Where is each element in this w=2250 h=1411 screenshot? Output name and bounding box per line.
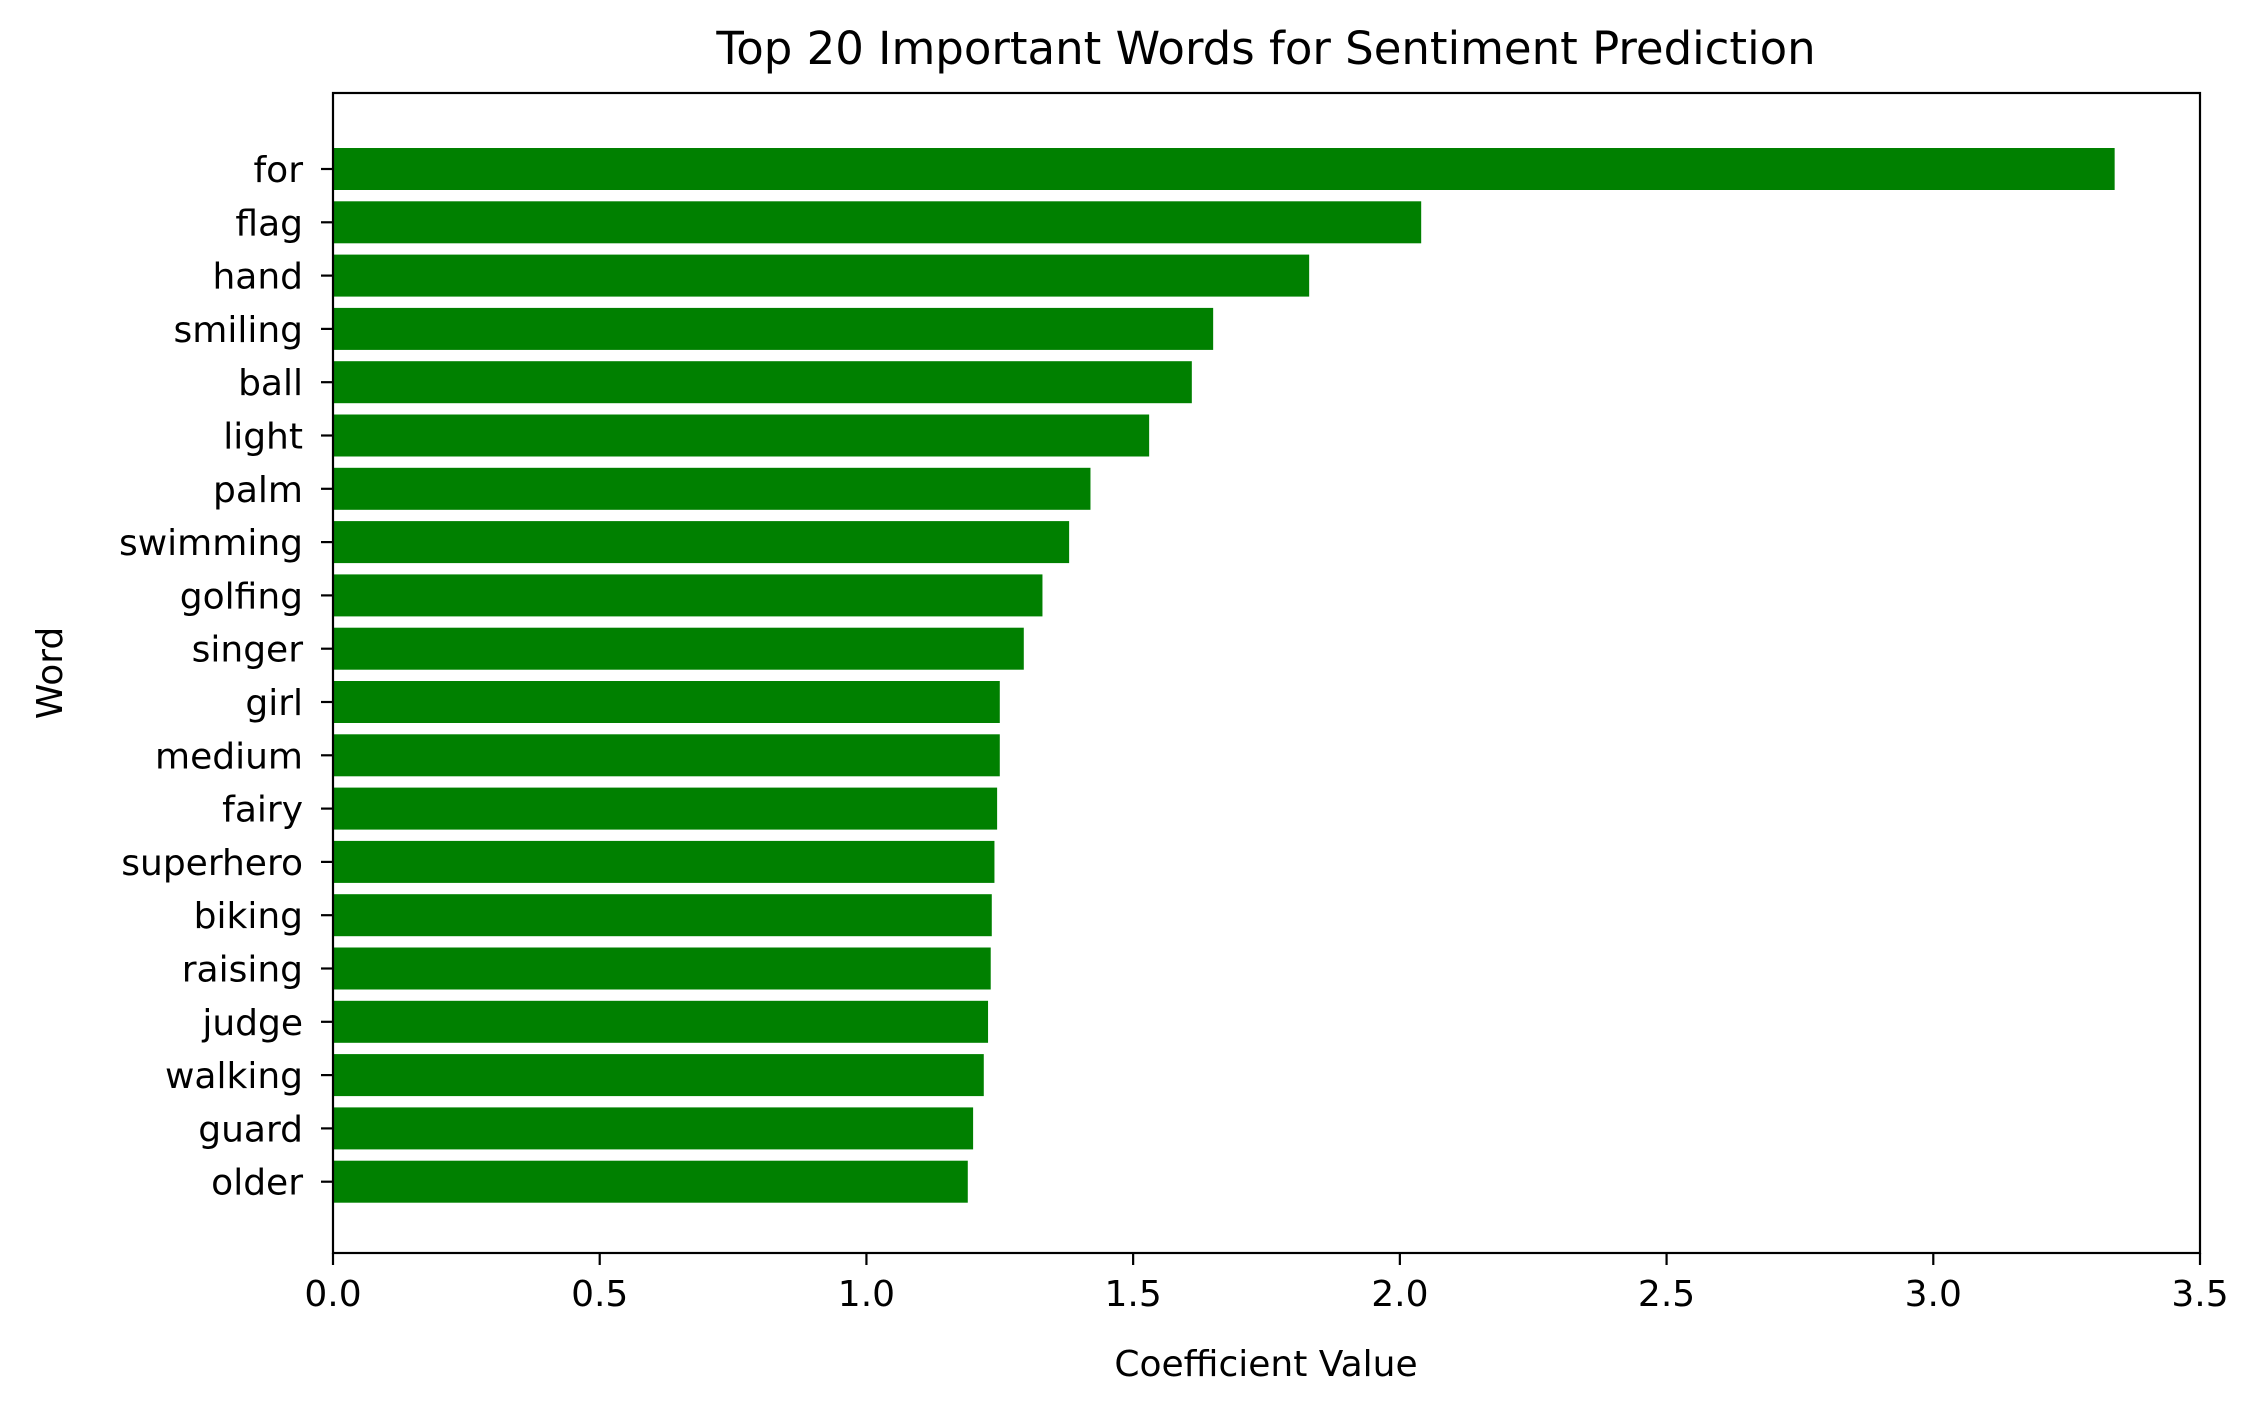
bars-layer (333, 148, 2115, 1203)
y-tick-label: golfing (180, 576, 303, 617)
x-tick-label: 3.0 (1905, 1274, 1962, 1315)
bar (333, 734, 1000, 777)
x-tick-label: 1.0 (838, 1274, 895, 1315)
bar (333, 148, 2115, 190)
bar (333, 1160, 968, 1203)
y-tick-label: flag (235, 203, 303, 244)
y-tick-label: ball (238, 363, 303, 404)
x-tick-label: 2.0 (1371, 1274, 1428, 1315)
y-axis-ticks: for flag hand smiling ball light palm swimming g… (119, 150, 333, 1204)
y-tick-label: palm (213, 470, 303, 511)
y-tick-label: walking (165, 1056, 303, 1097)
plot-frame (331, 91, 2202, 1255)
bar (333, 1107, 974, 1150)
bar (333, 254, 1310, 297)
bar (333, 1054, 984, 1097)
bar (333, 521, 1070, 564)
y-tick-label: smiling (174, 310, 304, 351)
bar (333, 467, 1091, 510)
x-tick-label: 1.5 (1105, 1274, 1162, 1315)
bar (333, 894, 992, 937)
x-tick-label: 0.5 (571, 1274, 628, 1315)
bar (333, 414, 1150, 457)
y-axis-label: Word (30, 627, 71, 720)
y-tick-label: for (254, 150, 304, 191)
y-tick-label: swimming (119, 523, 303, 564)
x-tick-label: 0.0 (304, 1274, 361, 1315)
bar (333, 681, 1000, 723)
y-tick-label: hand (212, 257, 303, 298)
bar (333, 1000, 989, 1043)
bar (333, 840, 995, 883)
y-tick-label: guard (198, 1109, 303, 1150)
x-axis-label: Coefficient Value (1114, 1344, 1417, 1385)
y-tick-label: light (223, 417, 303, 458)
chart-title: Top 20 Important Words for Sentiment Pre… (715, 22, 1815, 75)
x-tick-label: 2.5 (1638, 1274, 1695, 1315)
y-tick-label: raising (182, 950, 303, 991)
y-tick-label: biking (194, 896, 303, 937)
y-tick-label: singer (192, 630, 304, 671)
y-tick-label: judge (201, 1003, 303, 1044)
bar (333, 361, 1192, 404)
x-axis-ticks: 0.0 0.5 1.0 1.5 2.0 2.5 3.0 3.5 (304, 1253, 2229, 1315)
y-tick-label: medium (155, 736, 303, 777)
bar (333, 574, 1043, 617)
y-tick-label: superhero (121, 843, 303, 884)
bar (333, 787, 998, 830)
bar (333, 201, 1422, 244)
bar (333, 627, 1024, 670)
y-tick-label: fairy (222, 790, 303, 831)
y-tick-label: girl (245, 683, 303, 724)
y-tick-label: older (211, 1163, 303, 1204)
bar (333, 947, 991, 990)
bar (333, 307, 1214, 350)
x-tick-label: 3.5 (2171, 1274, 2228, 1315)
